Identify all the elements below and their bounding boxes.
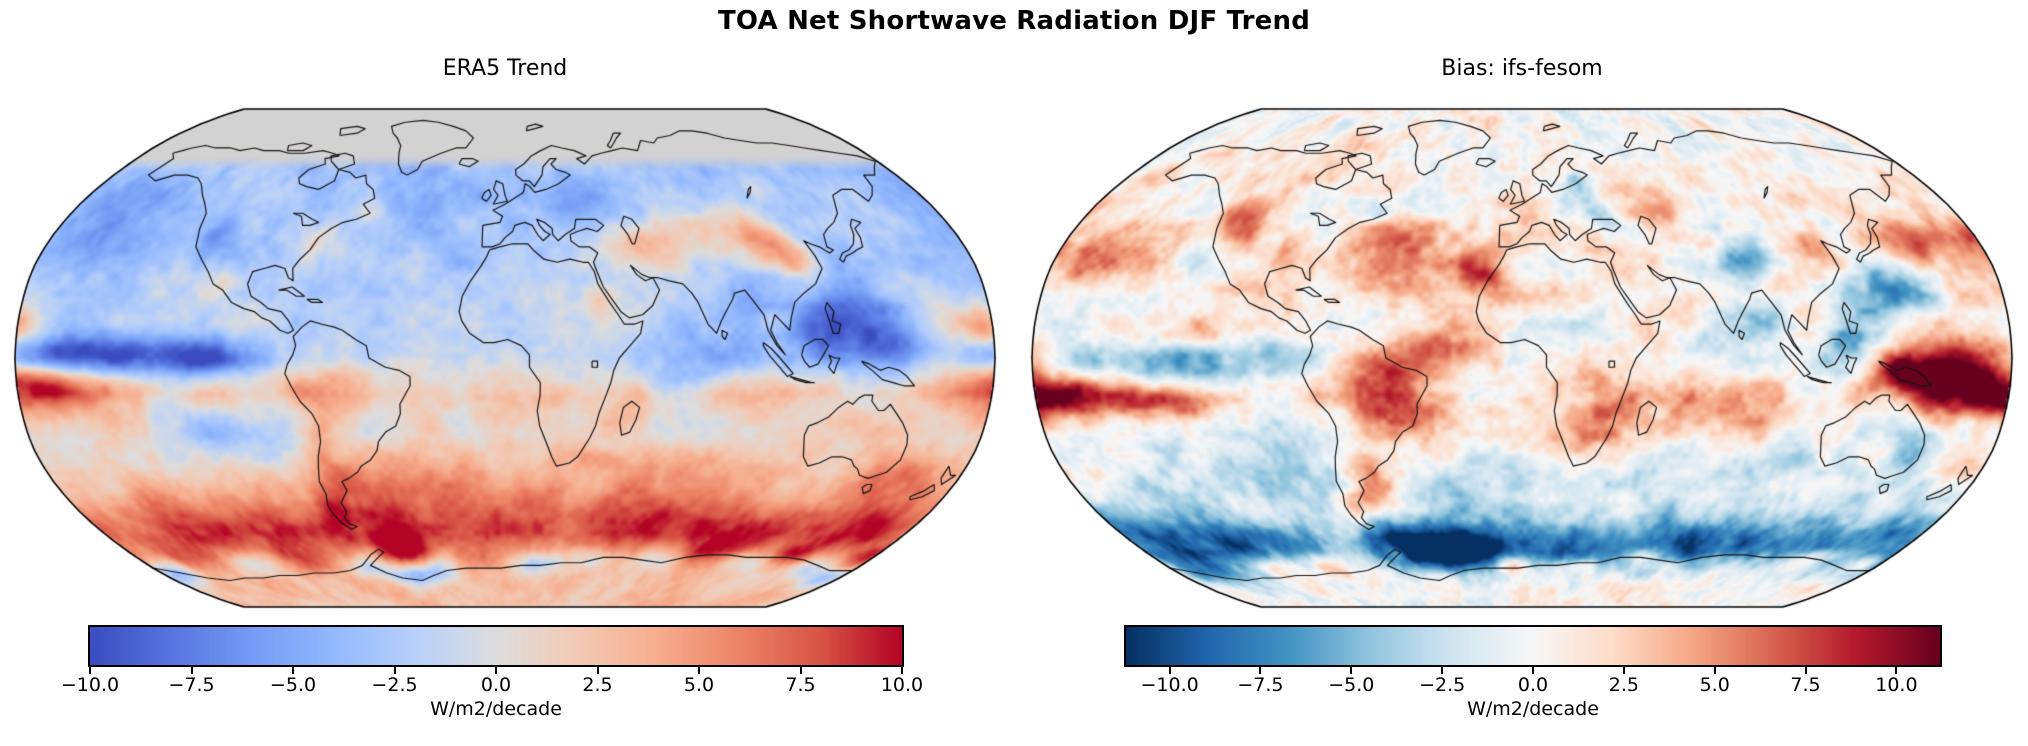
- colorbar-tick-label: −10.0: [1140, 674, 1199, 696]
- colorbar-tick-mark: [89, 665, 91, 674]
- colorbar-tick-mark: [1441, 665, 1444, 674]
- colorbar-tick-label: 7.5: [1790, 674, 1821, 696]
- colorbar-tick-label: −2.5: [371, 674, 418, 696]
- colorbar-tick-label: −5.0: [269, 674, 317, 696]
- colorbar-tick-mark: [495, 665, 497, 674]
- colorbar-tick-mark: [393, 665, 396, 674]
- colorbar-tick-mark: [1350, 665, 1353, 674]
- colorbar-tick-label: 2.5: [582, 674, 613, 696]
- colorbar-tick-label: 10.0: [880, 674, 924, 696]
- bias-ifs-fesom-map: [1027, 85, 2017, 613]
- colorbar-tick-mark: [190, 665, 193, 674]
- bias-colorbar: [1124, 625, 1942, 667]
- colorbar-tick-label: 10.0: [1875, 674, 1918, 696]
- colorbar-tick-mark: [1804, 665, 1807, 674]
- colorbar-tick-label: 5.0: [1699, 674, 1730, 696]
- colorbar-tick-label: −5.0: [1328, 674, 1375, 696]
- colorbar-tick-label: 5.0: [683, 674, 715, 696]
- colorbar-tick-mark: [799, 665, 802, 674]
- bias-colorbar-gradient: [1126, 627, 1940, 665]
- colorbar-tick-mark: [901, 665, 903, 674]
- colorbar-tick-mark: [1532, 665, 1534, 674]
- colorbar-tick-label: −2.5: [1419, 674, 1466, 696]
- era5-colorbar-unit-label: W/m2/decade: [430, 698, 562, 720]
- panel-title-era5: ERA5 Trend: [442, 56, 568, 81]
- era5-colorbar-gradient: [90, 627, 902, 665]
- colorbar-tick-label: 2.5: [1608, 674, 1639, 696]
- colorbar-tick-label: 0.0: [1517, 674, 1549, 696]
- colorbar-tick-mark: [292, 665, 294, 674]
- colorbar-tick-label: −7.5: [1237, 674, 1284, 696]
- colorbar-tick-mark: [1895, 665, 1898, 674]
- colorbar-tick-mark: [1259, 665, 1262, 674]
- colorbar-tick-mark: [596, 665, 599, 674]
- era5-colorbar: [88, 625, 904, 667]
- colorbar-tick-label: −7.5: [168, 674, 215, 696]
- figure-title: TOA Net Shortwave Radiation DJF Trend: [717, 6, 1311, 36]
- panel-title-bias: Bias: ifs-fesom: [1441, 56, 1603, 81]
- colorbar-tick-mark: [698, 665, 700, 674]
- colorbar-tick-label: 0.0: [480, 674, 512, 696]
- bias-colorbar-unit-label: W/m2/decade: [1467, 698, 1599, 720]
- colorbar-tick-mark: [1713, 665, 1716, 674]
- colorbar-tick-mark: [1622, 665, 1625, 674]
- era5-trend-map: [10, 85, 1000, 613]
- colorbar-tick-label: 7.5: [785, 674, 816, 696]
- colorbar-tick-label: −10.0: [60, 674, 120, 696]
- colorbar-tick-mark: [1168, 665, 1171, 674]
